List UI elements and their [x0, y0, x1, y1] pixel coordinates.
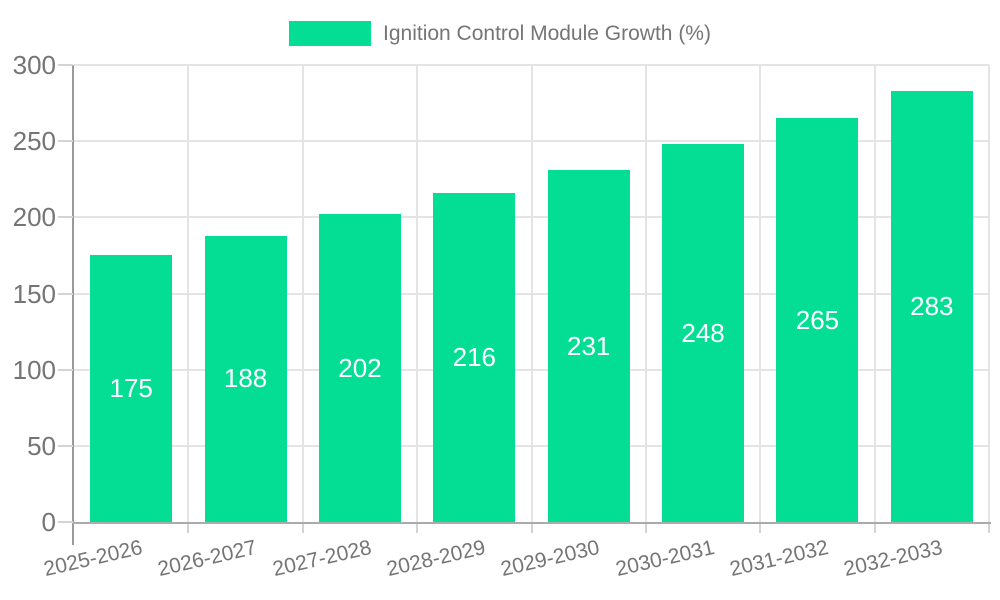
y-tick-label: 50 — [27, 430, 56, 461]
x-tick-mark — [644, 524, 647, 533]
y-tick-mark — [58, 140, 73, 143]
y-tick-label: 250 — [12, 126, 56, 157]
bar-value-label: 231 — [566, 330, 611, 361]
plot-area: 175 188 202 216 231 248 265 283 — [74, 64, 990, 522]
y-tick-mark — [58, 64, 73, 66]
bar-value-label: 216 — [452, 341, 496, 372]
x-tick-mark — [988, 524, 990, 533]
legend-item[interactable]: Ignition Control Module Growth (%) — [0, 21, 1000, 46]
y-tick-mark — [58, 216, 73, 219]
x-axis-line — [72, 522, 991, 524]
bar-value-label: 175 — [109, 373, 153, 404]
bar-2030-2031[interactable]: 248 — [662, 144, 745, 522]
bar-value-label: 188 — [223, 363, 268, 394]
legend-label: Ignition Control Module Growth (%) — [383, 21, 711, 45]
gridline-vertical — [873, 65, 876, 522]
gridline-vertical — [988, 65, 990, 522]
bar-2025-2026[interactable]: 175 — [90, 255, 173, 522]
x-tick-label: 2027-2028 — [270, 536, 374, 582]
gridline-vertical — [187, 65, 190, 522]
x-tick-mark — [873, 524, 876, 533]
gridline-vertical — [530, 65, 533, 522]
x-tick-label: 2031-2032 — [727, 536, 831, 582]
bar-2028-2029[interactable]: 216 — [433, 192, 516, 522]
x-tick-label: 2028-2029 — [384, 536, 488, 582]
y-tick-label: 300 — [12, 50, 56, 80]
y-tick-label: 0 — [41, 507, 56, 537]
y-axis-line — [72, 65, 74, 545]
x-tick-mark — [530, 524, 533, 533]
gridline-vertical — [644, 65, 647, 522]
x-tick-mark — [187, 524, 190, 533]
y-tick-label: 200 — [12, 202, 56, 233]
gridline-vertical — [759, 65, 762, 522]
y-tick-label: 100 — [12, 354, 56, 385]
bar-2026-2027[interactable]: 188 — [204, 235, 287, 522]
x-tick-label: 2030-2031 — [613, 536, 717, 582]
y-tick-label: 150 — [12, 278, 56, 309]
x-tick-label: 2025-2026 — [41, 536, 145, 582]
bar-2031-2032[interactable]: 265 — [776, 118, 859, 522]
legend-swatch — [289, 21, 371, 46]
bar-value-label: 283 — [910, 290, 954, 321]
bar-value-label: 265 — [795, 304, 840, 335]
bar-2027-2028[interactable]: 202 — [318, 214, 401, 522]
y-tick-mark — [58, 444, 73, 447]
bar-2029-2030[interactable]: 231 — [547, 170, 630, 522]
x-tick-label: 2032-2033 — [841, 536, 945, 582]
bar-value-label: 248 — [681, 317, 725, 348]
bar-value-label: 202 — [338, 352, 382, 383]
x-tick-label: 2026-2027 — [155, 536, 259, 582]
x-tick-label: 2029-2030 — [498, 536, 602, 582]
y-tick-mark — [58, 368, 73, 371]
x-tick-mark — [759, 524, 762, 533]
gridline-vertical — [301, 65, 304, 522]
y-tick-mark — [58, 521, 73, 523]
bar-2032-2033[interactable]: 283 — [890, 90, 973, 522]
x-tick-mark — [416, 524, 419, 533]
y-tick-mark — [58, 292, 73, 295]
x-tick-mark — [301, 524, 304, 533]
gridline-vertical — [416, 65, 419, 522]
